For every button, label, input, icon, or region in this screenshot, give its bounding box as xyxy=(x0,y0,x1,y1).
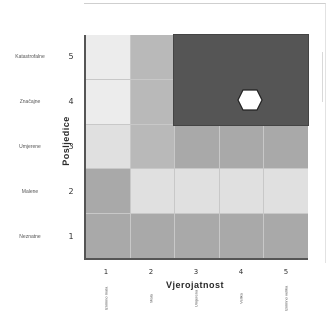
col-number-4: 4 xyxy=(238,268,244,276)
right-edge-rule xyxy=(322,52,329,102)
col-number-2: 2 xyxy=(148,268,154,276)
matrix-cell-r2-c1 xyxy=(86,169,130,214)
matrix-cell-r3-c1 xyxy=(86,124,130,169)
col-label-1: Iznimno mala xyxy=(103,286,109,311)
matrix-frame xyxy=(84,3,326,263)
y-axis-title: Posljedice xyxy=(60,116,71,166)
matrix-cell-r1-c5 xyxy=(264,214,308,258)
row-label-1: Neznatne xyxy=(19,234,41,240)
row-number-5: 5 xyxy=(68,52,74,61)
matrix-cell-r1-c3 xyxy=(175,214,219,258)
matrix-cell-r2-c5 xyxy=(264,169,308,214)
row-label-4: Značajne xyxy=(19,99,41,105)
matrix-cell-r1-c4 xyxy=(219,214,264,258)
matrix-cell-r3-c2 xyxy=(130,124,175,169)
matrix-cell-r2-c3 xyxy=(175,169,219,214)
hexagon-marker xyxy=(237,89,263,111)
col-number-1: 1 xyxy=(103,268,109,276)
matrix-cell-r4-c1 xyxy=(86,79,130,124)
matrix-cell-r2-c4 xyxy=(219,169,264,214)
row-label-2: Malene xyxy=(21,189,39,195)
matrix-cell-r1-c1 xyxy=(86,214,130,258)
row-number-1: 1 xyxy=(68,232,74,241)
row-label-5: Katastrofalne xyxy=(15,54,45,60)
x-axis-title: Vjerojatnost xyxy=(166,280,225,290)
col-number-3: 3 xyxy=(193,268,199,276)
matrix-cell-r5-c2 xyxy=(130,35,175,79)
row-number-3: 3 xyxy=(68,142,74,151)
row-number-4: 4 xyxy=(68,97,74,106)
high-risk-zone xyxy=(173,34,309,126)
col-label-2: Mala xyxy=(148,294,154,303)
matrix-cell-r5-c1 xyxy=(86,35,130,79)
matrix-cell-r1-c2 xyxy=(130,214,175,258)
col-label-4: Velika xyxy=(238,293,244,304)
matrix-cell-r4-c2 xyxy=(130,79,175,124)
matrix-cell-r2-c2 xyxy=(130,169,175,214)
col-label-5: Iznimno velika xyxy=(283,285,289,312)
col-number-5: 5 xyxy=(283,268,289,276)
matrix-cell-r3-c5 xyxy=(264,124,308,169)
matrix-cell-r3-c3 xyxy=(175,124,219,169)
row-number-2: 2 xyxy=(68,187,74,196)
matrix-cell-r3-c4 xyxy=(219,124,264,169)
row-label-3: Umjerene xyxy=(19,144,41,150)
